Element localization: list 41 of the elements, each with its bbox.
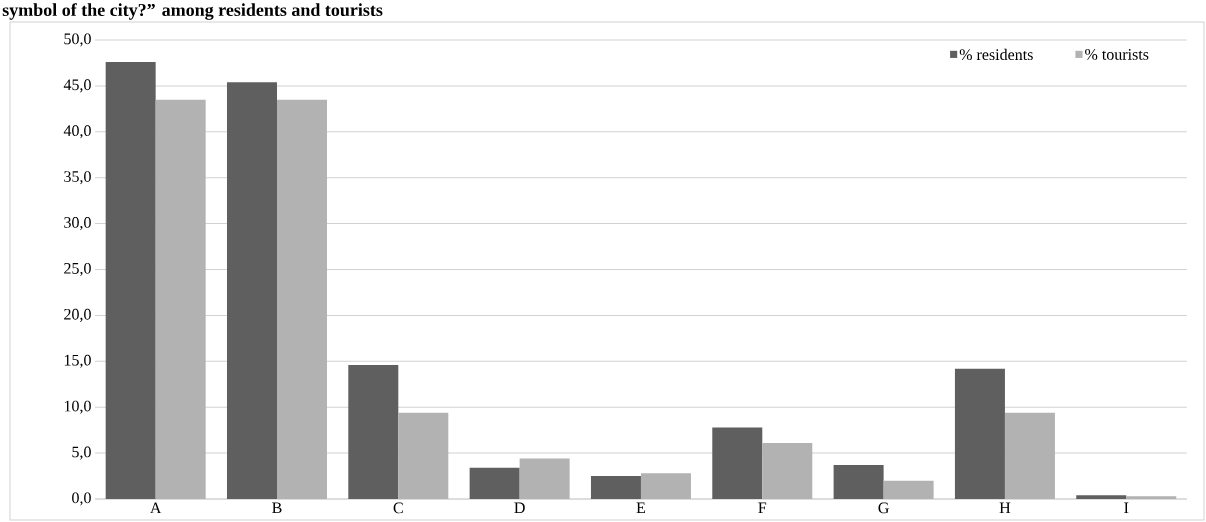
x-tick-label: A (150, 502, 162, 514)
bar (590, 476, 641, 499)
legend-label: % tourists (1085, 49, 1149, 60)
x-tick-label: I (1124, 502, 1129, 514)
bar (276, 99, 327, 499)
bar (398, 412, 449, 499)
y-tick-label: 45,0 (63, 79, 91, 93)
bar (105, 62, 156, 499)
legend-label: % residents (959, 48, 1033, 61)
bar (954, 368, 1005, 499)
bar (640, 473, 691, 499)
y-tick-label: 10,0 (64, 400, 91, 414)
y-tick-label: 25,0 (64, 262, 91, 277)
bar (883, 480, 934, 499)
bar (519, 458, 570, 499)
bar (712, 427, 763, 499)
y-tick-label: 30,0 (64, 217, 91, 231)
x-tick-label: G (878, 502, 889, 514)
y-tick-label: 20,0 (64, 308, 91, 322)
y-tick-label: 50,0 (64, 33, 91, 47)
bar (762, 443, 813, 499)
x-tick-label: C (393, 502, 403, 514)
bar (1126, 496, 1177, 499)
chart-title: symbol of the city?” among residents and tourists (2, 3, 383, 20)
x-tick-label: E (636, 502, 646, 514)
y-tick-label: 35,0 (64, 171, 91, 185)
x-tick-label: H (999, 502, 1011, 514)
y-tick-label: 5,0 (72, 446, 91, 460)
bar (155, 99, 206, 499)
x-tick-label: F (758, 502, 767, 514)
bar (833, 465, 884, 499)
y-tick-label: 40,0 (63, 125, 91, 139)
y-tick-label: 0,0 (72, 492, 91, 506)
y-tick-label: 15,0 (64, 354, 91, 368)
bar (1004, 412, 1055, 499)
bar (469, 467, 520, 499)
bar (1076, 495, 1127, 499)
bar (348, 364, 399, 499)
x-tick-label: B (272, 502, 282, 514)
bar (226, 82, 277, 499)
x-tick-label: D (514, 502, 525, 514)
